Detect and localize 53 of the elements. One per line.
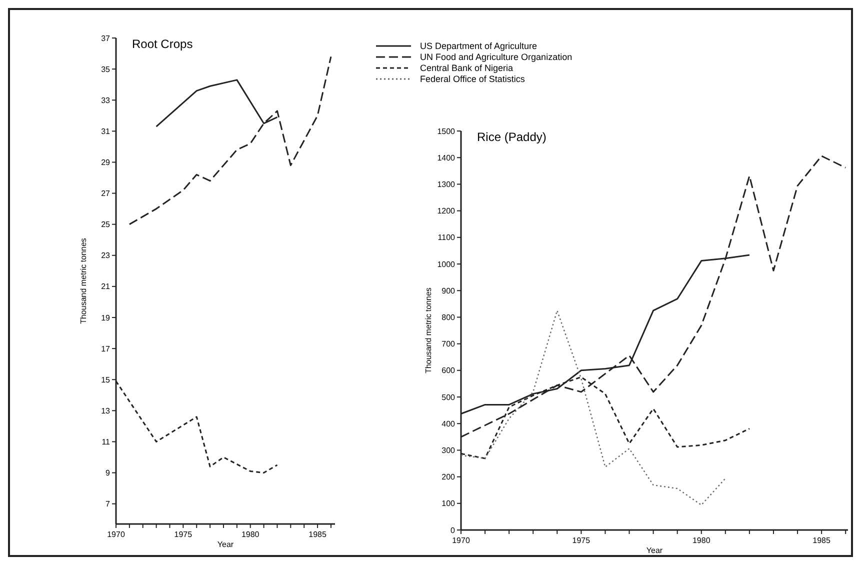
y-tick-label: 9 — [106, 468, 111, 478]
legend-label: Central Bank of Nigeria — [420, 63, 514, 74]
x-tick-label: 1970 — [107, 530, 126, 539]
y-tick-label: 1300 — [437, 180, 456, 189]
y-tick-label: 900 — [442, 286, 456, 296]
x-tick-label: 1970 — [452, 536, 470, 545]
y-tick-label: 25 — [101, 220, 111, 230]
y-tick-label: 21 — [101, 282, 111, 292]
y-tick-label: 27 — [101, 189, 111, 198]
x-tick-label: 1985 — [308, 530, 327, 539]
y-tick-label: 500 — [442, 392, 456, 402]
y-tick-label: 23 — [101, 251, 111, 260]
x-tick-label: 1975 — [572, 536, 591, 545]
x-tick-label: 1985 — [812, 536, 832, 545]
y-tick-label: 200 — [442, 472, 456, 482]
y-tick-label: 600 — [442, 366, 456, 376]
y-tick-label: 13 — [101, 406, 111, 416]
y-tick-label: 1000 — [437, 260, 456, 269]
legend-label: UN Food and Agriculture Organization — [420, 52, 572, 62]
y-tick-label: 700 — [442, 340, 456, 349]
y-tick-label: 1200 — [437, 206, 456, 216]
x-tick-label: 1980 — [692, 536, 711, 545]
y-tick-label: 1500 — [437, 126, 456, 136]
y-tick-label: 29 — [101, 158, 111, 168]
y-tick-label: 33 — [101, 96, 111, 105]
y-tick-label: 15 — [101, 375, 111, 384]
x-axis-title: Year — [217, 540, 234, 549]
chart-title: Rice (Paddy) — [477, 130, 546, 144]
y-tick-label: 0 — [450, 526, 456, 535]
y-tick-label: 11 — [102, 438, 111, 447]
x-axis-title: Year — [646, 546, 663, 555]
y-tick-label: 400 — [442, 419, 456, 428]
legend-label: US Department of Agriculture — [420, 41, 538, 52]
x-tick-label: 1975 — [174, 530, 193, 539]
line-series — [156, 79, 278, 128]
y-tick-label: 100 — [442, 499, 456, 508]
line-series — [460, 310, 726, 506]
y-tick-label: 17 — [101, 344, 111, 354]
y-axis-title: Thousand metric tonnes — [424, 288, 433, 374]
y-axis-title: Thousand metric tonnes — [79, 238, 88, 324]
chart-title: Root Crops — [132, 37, 193, 51]
y-tick-label: 7 — [106, 500, 111, 509]
y-tick-label: 1100 — [438, 233, 456, 242]
y-tick-label: 31 — [101, 126, 111, 136]
line-series — [128, 56, 332, 226]
y-tick-label: 1400 — [437, 153, 456, 162]
y-tick-label: 37 — [101, 34, 111, 43]
x-tick-label: 1980 — [241, 530, 260, 539]
y-tick-label: 300 — [442, 446, 456, 455]
y-tick-label: 35 — [101, 64, 111, 74]
y-tick-label: 19 — [101, 313, 111, 322]
y-tick-label: 800 — [442, 313, 456, 322]
legend-label: Federal Office of Statistics — [420, 74, 526, 84]
